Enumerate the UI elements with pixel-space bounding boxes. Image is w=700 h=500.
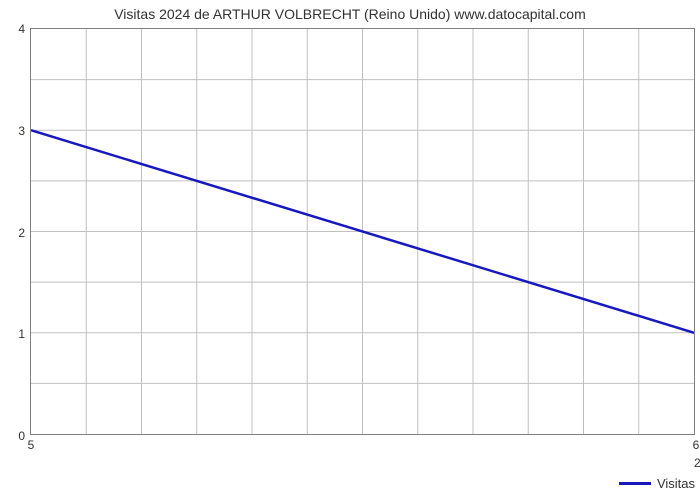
y-tick-label: 3 — [18, 124, 25, 138]
legend-label: Visitas — [657, 476, 695, 491]
chart-title: Visitas 2024 de ARTHUR VOLBRECHT (Reino … — [0, 6, 700, 22]
x-subtick-label: 202 — [694, 456, 700, 470]
y-tick-label: 2 — [18, 226, 25, 240]
chart-container: Visitas 2024 de ARTHUR VOLBRECHT (Reino … — [0, 0, 700, 500]
plot-svg — [31, 29, 694, 434]
y-tick-label: 1 — [18, 327, 25, 341]
x-tick-label: 6 — [693, 438, 700, 452]
y-tick-label: 0 — [18, 429, 25, 443]
y-tick-label: 4 — [18, 22, 25, 36]
legend: Visitas — [619, 476, 695, 491]
plot-area: 0123456202 — [30, 28, 695, 435]
legend-swatch — [619, 482, 651, 485]
x-tick-label: 5 — [28, 438, 35, 452]
